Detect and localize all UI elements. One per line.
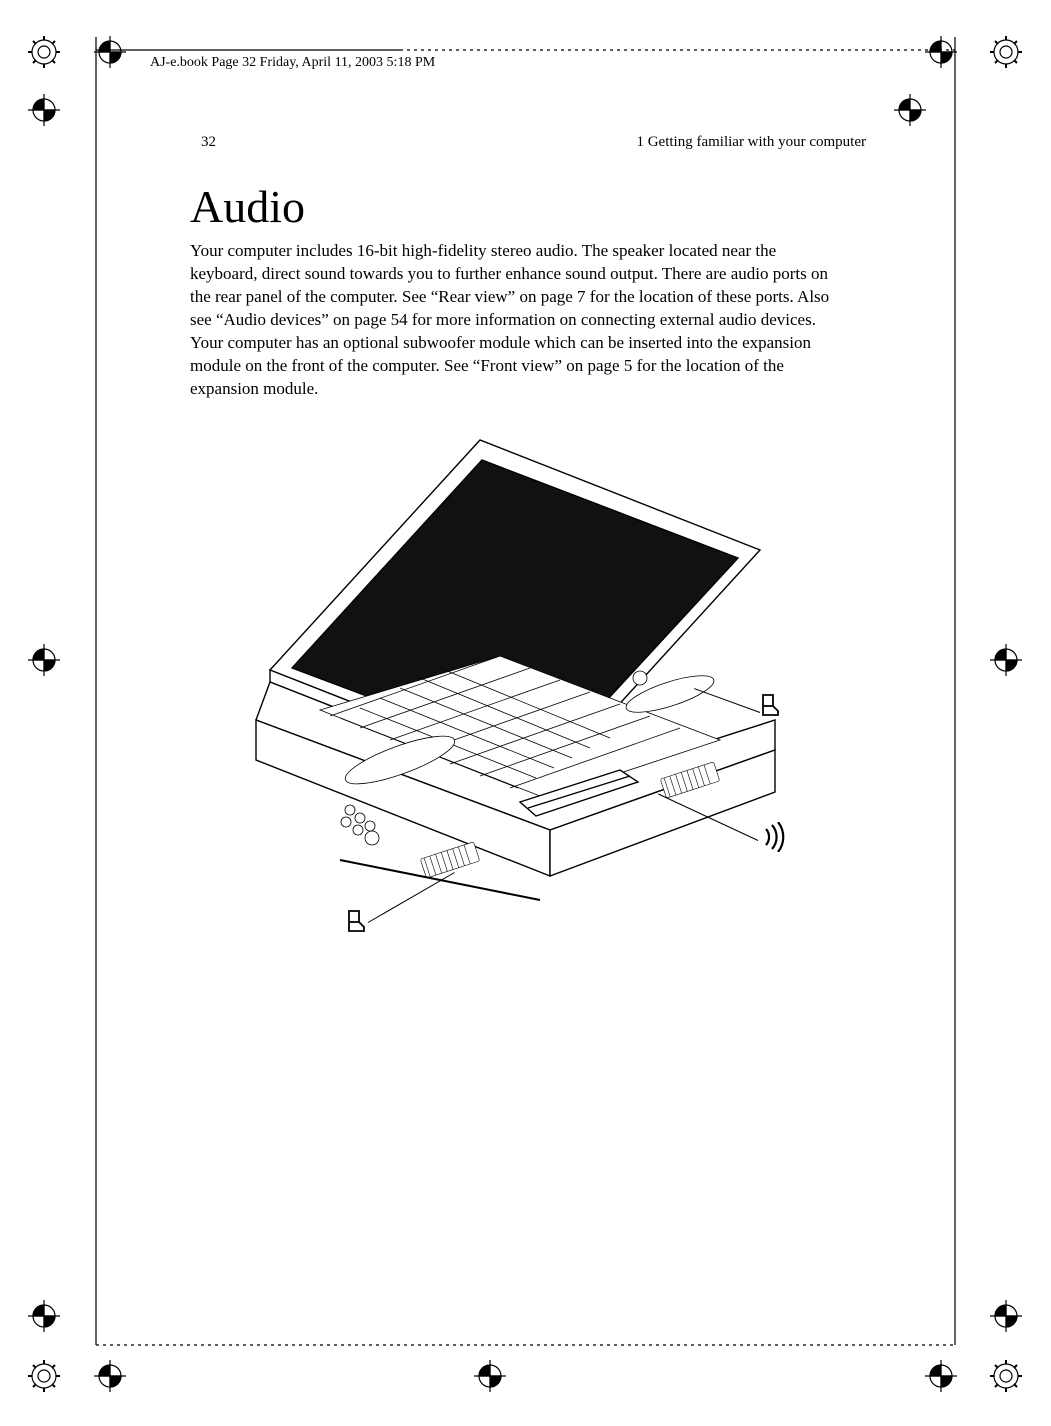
reg-cross-lm xyxy=(28,644,60,676)
running-head: AJ-e.book Page 32 Friday, April 11, 2003… xyxy=(150,55,435,71)
microphone-icon xyxy=(346,908,368,941)
reg-cross-ru xyxy=(990,1300,1022,1332)
laptop-figure xyxy=(200,430,800,950)
reg-cross-tc xyxy=(894,94,926,126)
reg-cross-tr xyxy=(925,36,957,68)
reg-cross-ll xyxy=(28,1300,60,1332)
reg-cross-br xyxy=(925,1360,957,1392)
reg-sun-bl xyxy=(28,1360,60,1392)
reg-cross-rm xyxy=(990,644,1022,676)
page: AJ-e.book Page 32 Friday, April 11, 2003… xyxy=(0,0,1051,1426)
speaker-icon xyxy=(758,822,788,859)
section-heading: Audio xyxy=(190,180,305,233)
microphone-icon xyxy=(760,692,782,725)
laptop-illustration xyxy=(200,430,800,970)
reg-cross-tl xyxy=(94,36,126,68)
page-header: 32 1 Getting familiar with your computer xyxy=(186,134,866,158)
reg-cross-lu xyxy=(28,94,60,126)
reg-sun-tr xyxy=(990,36,1022,68)
page-number: 32 xyxy=(201,134,216,151)
body-text: Your computer includes 16-bit high-fidel… xyxy=(190,240,830,401)
reg-sun-br xyxy=(990,1360,1022,1392)
reg-cross-bc xyxy=(474,1360,506,1392)
reg-cross-bl xyxy=(94,1360,126,1392)
reg-sun-tl xyxy=(28,36,60,68)
chapter-label: 1 Getting familiar with your computer xyxy=(636,134,866,151)
